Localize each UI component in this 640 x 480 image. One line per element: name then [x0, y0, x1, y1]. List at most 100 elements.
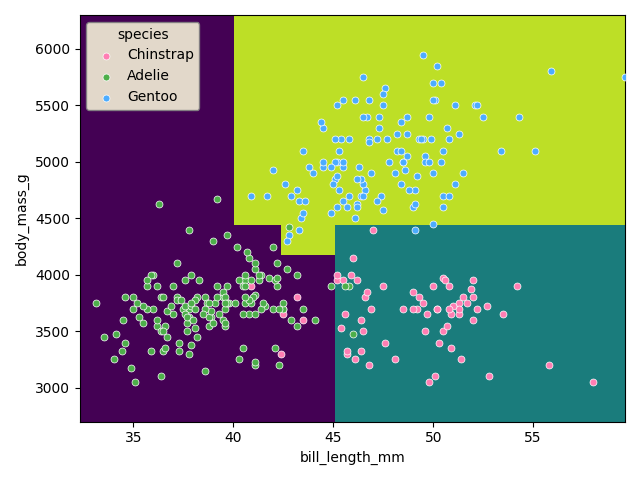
Gentoo — [330, 175, 340, 182]
Gentoo — [282, 237, 292, 245]
Gentoo — [400, 167, 410, 174]
Chinstrap — [356, 347, 366, 355]
Gentoo — [420, 152, 430, 160]
Chinstrap — [428, 282, 438, 290]
Adelie — [214, 311, 225, 318]
Gentoo — [318, 164, 328, 171]
Adelie — [180, 276, 191, 284]
Chinstrap — [448, 302, 458, 310]
Adelie — [278, 299, 289, 307]
Adelie — [211, 299, 221, 307]
Gentoo — [420, 158, 430, 166]
Adelie — [172, 260, 182, 267]
Gentoo — [358, 73, 369, 81]
Chinstrap — [468, 316, 478, 324]
Adelie — [286, 316, 296, 324]
Gentoo — [530, 147, 540, 155]
Gentoo — [402, 152, 412, 160]
Chinstrap — [342, 350, 353, 358]
Chinstrap — [422, 311, 432, 318]
Gentoo — [418, 51, 428, 59]
Chinstrap — [346, 271, 356, 278]
Adelie — [272, 282, 282, 290]
Adelie — [212, 195, 223, 203]
Gentoo — [366, 169, 376, 177]
Adelie — [180, 311, 191, 318]
Adelie — [108, 356, 118, 363]
Gentoo — [372, 135, 382, 143]
Gentoo — [292, 186, 303, 194]
Adelie — [177, 296, 187, 304]
Gentoo — [338, 96, 348, 104]
Gentoo — [428, 220, 438, 228]
Adelie — [186, 271, 196, 278]
Adelie — [182, 319, 193, 326]
Adelie — [142, 282, 152, 290]
Gentoo — [334, 186, 344, 194]
Gentoo — [318, 158, 328, 166]
Adelie — [220, 322, 230, 329]
Gentoo — [472, 101, 483, 109]
Adelie — [190, 305, 200, 312]
Chinstrap — [446, 344, 456, 352]
Adelie — [156, 372, 166, 380]
Chinstrap — [408, 305, 419, 312]
Gentoo — [332, 158, 342, 166]
Adelie — [310, 316, 321, 324]
Adelie — [156, 293, 166, 301]
Chinstrap — [442, 322, 452, 329]
Adelie — [90, 299, 100, 307]
Adelie — [220, 299, 230, 307]
Adelie — [259, 299, 269, 307]
Adelie — [163, 333, 173, 341]
Chinstrap — [468, 276, 478, 284]
Gentoo — [336, 135, 346, 143]
Adelie — [118, 316, 129, 324]
Gentoo — [418, 135, 428, 143]
Adelie — [186, 302, 196, 310]
Adelie — [142, 305, 152, 312]
Chinstrap — [458, 293, 468, 301]
Chinstrap — [438, 327, 448, 335]
Adelie — [250, 361, 260, 369]
Chinstrap — [278, 311, 289, 318]
Chinstrap — [440, 276, 451, 284]
Gentoo — [372, 197, 382, 205]
Gentoo — [318, 124, 328, 132]
Chinstrap — [446, 311, 456, 318]
Gentoo — [350, 215, 360, 222]
Adelie — [208, 237, 218, 245]
Adelie — [326, 282, 337, 290]
Chinstrap — [498, 311, 508, 318]
Gentoo — [360, 186, 371, 194]
Adelie — [222, 282, 232, 290]
Adelie — [161, 344, 171, 352]
Gentoo — [424, 158, 435, 166]
Adelie — [244, 296, 255, 304]
Chinstrap — [454, 311, 464, 318]
Chinstrap — [348, 254, 358, 262]
Adelie — [256, 305, 266, 312]
Adelie — [270, 276, 280, 284]
Adelie — [186, 299, 196, 307]
Adelie — [218, 288, 228, 296]
Gentoo — [496, 147, 506, 155]
Chinstrap — [390, 356, 401, 363]
Adelie — [190, 296, 200, 304]
Adelie — [152, 322, 163, 329]
Adelie — [272, 274, 282, 281]
Gentoo — [298, 209, 308, 216]
Gentoo — [410, 186, 420, 194]
Chinstrap — [454, 299, 464, 307]
Adelie — [142, 276, 152, 284]
Chinstrap — [482, 302, 492, 310]
Adelie — [168, 282, 179, 290]
Adelie — [156, 327, 166, 335]
Adelie — [274, 361, 284, 369]
Gentoo — [392, 147, 403, 155]
Adelie — [204, 313, 214, 321]
Adelie — [129, 305, 139, 312]
Chinstrap — [338, 276, 348, 284]
Adelie — [163, 308, 173, 315]
Adelie — [270, 344, 280, 352]
